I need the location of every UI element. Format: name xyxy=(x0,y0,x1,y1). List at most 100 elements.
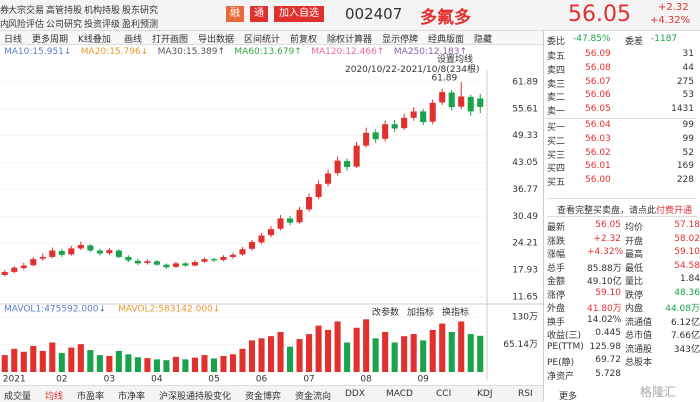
candle-body xyxy=(49,250,56,257)
tab[interactable]: 沪深股通持股变化 xyxy=(159,392,232,402)
nav-link[interactable]: 股东研究 xyxy=(122,6,159,16)
quote-value: 5.728 xyxy=(595,368,621,379)
tab[interactable]: KDJ xyxy=(477,389,493,399)
settings-link[interactable]: 设置均线 xyxy=(437,55,474,65)
volume-bar xyxy=(229,354,237,372)
candle-body xyxy=(68,248,75,255)
volume-bar xyxy=(391,342,398,372)
separator xyxy=(547,198,697,199)
indicator-button[interactable]: 改参数 xyxy=(372,308,400,318)
toolbar-item[interactable]: 前复权 xyxy=(290,35,318,45)
add-favorite[interactable]: 加入自选 xyxy=(274,6,324,22)
toolbar-item[interactable]: 日线 xyxy=(4,35,23,45)
toolbar-item[interactable]: 画线 xyxy=(124,35,143,45)
toolbar-item[interactable]: 导出数据 xyxy=(198,35,235,45)
volume-bar xyxy=(410,334,417,372)
quote-label: 最高 xyxy=(625,250,644,260)
tab[interactable]: 均线 xyxy=(45,392,64,402)
change: +2.32 xyxy=(658,2,689,13)
tab[interactable]: CCI xyxy=(436,389,452,399)
volume-bar xyxy=(420,340,427,372)
tab[interactable]: 市盈率 xyxy=(77,392,105,402)
tab[interactable]: DDX xyxy=(345,389,366,399)
ma-legend: MA20:15.796↓ xyxy=(80,47,149,57)
volume-bar xyxy=(210,358,218,372)
book-price: 56.04 xyxy=(585,120,611,130)
tab[interactable]: 市净率 xyxy=(118,392,146,402)
candle-body xyxy=(30,259,37,266)
x-tick-label: 02 xyxy=(56,375,67,385)
nav-link[interactable]: 券 xyxy=(0,6,10,16)
book-label: 买五 xyxy=(547,178,566,189)
badge[interactable]: 融 xyxy=(226,6,244,22)
book-label: 卖一 xyxy=(547,107,566,118)
nav-link[interactable]: 内 xyxy=(0,20,10,30)
separator xyxy=(547,216,697,217)
quote-label: 金额 xyxy=(547,277,566,287)
toolbar-item[interactable]: 打开画图 xyxy=(152,35,189,45)
tab[interactable]: RSI xyxy=(518,389,533,399)
candle-body xyxy=(106,250,113,254)
tab[interactable]: 资金流向 xyxy=(295,392,332,402)
quote-value: +2.32 xyxy=(593,233,621,244)
ratio-value: -47.85% xyxy=(573,34,611,44)
candle-body xyxy=(125,256,132,261)
volume-bar xyxy=(144,358,151,372)
volume-bar xyxy=(96,355,103,372)
quote-label: 流通值 xyxy=(625,317,653,328)
quote-value: 59.10 xyxy=(595,287,621,298)
nav-link[interactable]: 高管持股 xyxy=(46,6,83,16)
nav-link[interactable]: 风险评估 xyxy=(8,20,45,30)
toolbar-item[interactable]: 经典版面 xyxy=(428,35,465,45)
tab[interactable]: 资金博弈 xyxy=(245,392,282,402)
nav-link[interactable]: 投资评级 xyxy=(84,20,121,30)
tab[interactable]: 成交量 xyxy=(4,392,32,402)
notice-link[interactable]: 付费开通 xyxy=(656,206,693,216)
volume-bar xyxy=(30,345,37,372)
y-tick-label: 130万 xyxy=(512,313,538,323)
change-pct: +4.32% xyxy=(650,15,691,26)
quote-label: 涨跌 xyxy=(547,236,566,247)
nav-link[interactable]: 机构持股 xyxy=(84,6,121,16)
quote-label: 最新 xyxy=(547,223,566,233)
quote-value: 6.12亿 xyxy=(670,317,700,328)
nav-link[interactable]: 盈利预测 xyxy=(122,20,159,30)
book-volume: 169 xyxy=(676,161,694,172)
notice: 查看完整买卖盘，请点此 xyxy=(557,206,657,216)
book-label: 卖三 xyxy=(547,79,566,90)
tab[interactable]: MACD xyxy=(386,389,413,399)
quote-label: PE(TTM) xyxy=(547,341,584,352)
candle-body xyxy=(172,263,179,267)
indicator-button[interactable]: 加指标 xyxy=(407,308,435,318)
nav-link[interactable]: 公司研究 xyxy=(46,20,83,30)
toolbar-item[interactable]: 隐藏 xyxy=(474,35,493,45)
volume-bar xyxy=(372,338,379,372)
candle-body xyxy=(458,96,465,107)
quote-value: 343亿 xyxy=(673,344,700,355)
tabs-bar xyxy=(0,385,543,402)
quote-value: 59.10 xyxy=(674,247,700,257)
toolbar-item[interactable]: 除权计算器 xyxy=(327,35,373,45)
tab[interactable]: 更多 xyxy=(559,392,578,402)
quote-label: 外盘 xyxy=(547,304,566,314)
badge[interactable]: 通 xyxy=(250,6,268,22)
toolbar-item[interactable]: 更多周期 xyxy=(32,35,69,45)
book-price: 56.01 xyxy=(585,161,611,172)
volume-bar xyxy=(448,331,455,372)
nav-link[interactable]: 大宗交易 xyxy=(8,6,45,16)
toolbar-item[interactable]: K线叠加 xyxy=(78,35,111,45)
toolbar-item[interactable]: 区间统计 xyxy=(244,35,281,45)
quote-value: 58.02 xyxy=(674,233,700,244)
indicator-button[interactable]: 换指标 xyxy=(442,308,470,318)
volume-bar xyxy=(49,342,56,372)
candle-body xyxy=(287,218,294,223)
legend-entry: MAVOL2:583142.000↓ xyxy=(118,305,220,315)
quote-value: 49.10亿 xyxy=(587,277,622,287)
toolbar-bar xyxy=(0,31,543,45)
book-label: 卖五 xyxy=(547,52,566,62)
volume-bar xyxy=(39,350,46,372)
toolbar-item[interactable]: 显示停牌 xyxy=(382,35,419,45)
candle-body xyxy=(182,263,189,266)
candle-body xyxy=(239,249,246,255)
